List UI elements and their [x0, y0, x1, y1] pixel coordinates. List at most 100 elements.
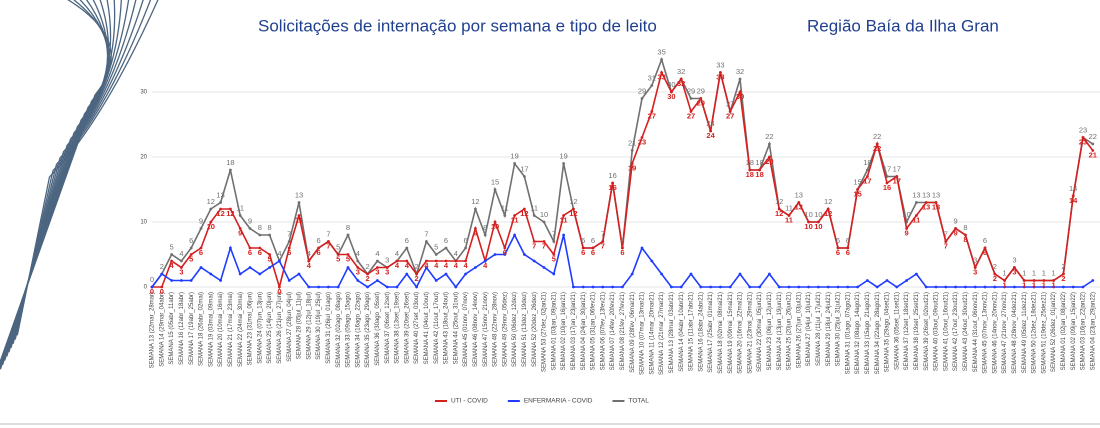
- point: [199, 227, 203, 230]
- point: [934, 285, 938, 289]
- x-tick-label: SEMANA 32 (08ago_14ago21): [855, 292, 861, 374]
- point: [807, 285, 810, 289]
- x-tick-label: SEMANA 39 (20set_26set): [404, 292, 410, 364]
- data-label: 9: [954, 228, 958, 237]
- point: [523, 175, 526, 178]
- data-label: 7: [944, 241, 948, 250]
- point: [493, 253, 497, 256]
- point: [474, 227, 477, 230]
- point: [709, 285, 712, 289]
- data-label: 18: [863, 158, 871, 167]
- data-label: 6: [836, 236, 840, 245]
- x-tick-label: SEMANA 16 (18abr_24abr21): [698, 292, 704, 372]
- data-label: 4: [464, 261, 469, 270]
- data-label: 12: [569, 197, 577, 206]
- point: [660, 58, 663, 61]
- data-label: 4: [307, 261, 312, 270]
- y-tick-label: 30: [140, 90, 147, 96]
- point: [1013, 266, 1016, 269]
- point: [905, 227, 908, 230]
- point: [895, 285, 899, 289]
- point: [268, 266, 271, 269]
- point: [1062, 285, 1065, 289]
- x-tick-label: SEMANA 47 (21nov_27nov21): [1002, 292, 1008, 374]
- x-tick-label: SEMANA 28 (11jul_17jul21): [816, 292, 822, 366]
- point: [1003, 285, 1006, 289]
- data-label: 19: [628, 163, 636, 172]
- point: [630, 149, 634, 152]
- data-label: 1: [1052, 268, 1056, 277]
- data-label: 8: [346, 223, 350, 232]
- point: [679, 77, 683, 81]
- point: [562, 162, 565, 165]
- x-tick-label: SEMANA 07 (14fev_20fev21): [610, 292, 616, 370]
- data-label: 6: [620, 236, 624, 245]
- data-label: 30: [667, 92, 675, 101]
- legend-label: ENFERMARIA - COVID: [524, 398, 593, 405]
- chart-subtitle: Região Baía da Ilha Gran: [807, 16, 999, 35]
- data-label: 29: [638, 86, 646, 95]
- point: [572, 207, 575, 211]
- data-label: 8: [268, 223, 272, 232]
- x-tick-label: SEMANA 13 (28mar_03abr21): [669, 292, 675, 373]
- data-label: 12: [520, 209, 528, 218]
- point: [229, 207, 232, 211]
- x-tick-label: SEMANA 49 (29nov_05dez): [502, 292, 508, 367]
- data-label: 17: [863, 176, 871, 185]
- x-tick-label: SEMANA 04 (24jan_30jan21): [581, 292, 587, 370]
- point: [1091, 279, 1095, 282]
- data-label: 7: [326, 241, 330, 250]
- data-label: 4: [179, 249, 183, 258]
- x-tick-label: SEMANA 24 (07jun_13jun): [257, 292, 263, 364]
- data-label: 30: [667, 80, 675, 89]
- data-label: 29: [687, 86, 695, 95]
- data-label: 22: [873, 144, 881, 153]
- point: [248, 266, 252, 269]
- point: [532, 259, 536, 263]
- x-tick-label: SEMANA 31 (01ago_07ago21): [845, 292, 851, 374]
- point: [689, 272, 693, 276]
- data-label: 3: [385, 255, 389, 264]
- point: [581, 285, 585, 289]
- point: [513, 214, 516, 217]
- point: [1052, 279, 1055, 282]
- data-label: 7: [287, 229, 291, 238]
- point: [924, 285, 928, 289]
- data-label: 11: [785, 203, 793, 212]
- data-label: 18: [755, 170, 763, 179]
- point: [934, 201, 938, 204]
- data-label: 13: [922, 202, 930, 211]
- x-tick-label: SEMANA 47 (15nov_21nov): [483, 292, 489, 367]
- point: [777, 285, 781, 289]
- x-tick-label: SEMANA 02 (10jan_16jan21): [561, 292, 567, 370]
- point: [699, 285, 703, 289]
- data-label: 18: [746, 170, 754, 179]
- x-tick-label: SEMANA 19 (09mai_15mai21): [728, 292, 734, 374]
- decor-line: [6, 0, 122, 357]
- point: [915, 272, 918, 276]
- x-tick-label: SEMANA 22 (30mai_05jun21): [757, 292, 763, 372]
- data-label: 17: [883, 164, 891, 173]
- point: [640, 97, 644, 100]
- point: [385, 285, 389, 289]
- legend-label: TOTAL: [628, 398, 649, 405]
- x-tick-label: SEMANA 41 (04out_10out): [424, 292, 430, 364]
- point: [405, 272, 409, 276]
- data-label: 5: [336, 242, 340, 251]
- x-tick-label: SEMANA 05 (31jan_06fev21): [591, 292, 597, 370]
- data-label: 6: [258, 248, 262, 257]
- point: [826, 207, 830, 211]
- point: [229, 168, 232, 172]
- point: [562, 233, 565, 237]
- x-tick-label: SEMANA 35 (23ago_29ago): [365, 292, 371, 368]
- data-label: 31: [648, 73, 656, 82]
- x-tick-label: SEMANA 20 (16mai_22mai21): [738, 292, 744, 374]
- point: [513, 162, 516, 165]
- data-label: 5: [268, 254, 272, 263]
- data-label: 16: [608, 183, 616, 192]
- point: [944, 240, 948, 243]
- point: [444, 259, 448, 263]
- point: [523, 253, 526, 256]
- data-label: 14: [1069, 184, 1077, 193]
- data-label: 10: [207, 222, 215, 231]
